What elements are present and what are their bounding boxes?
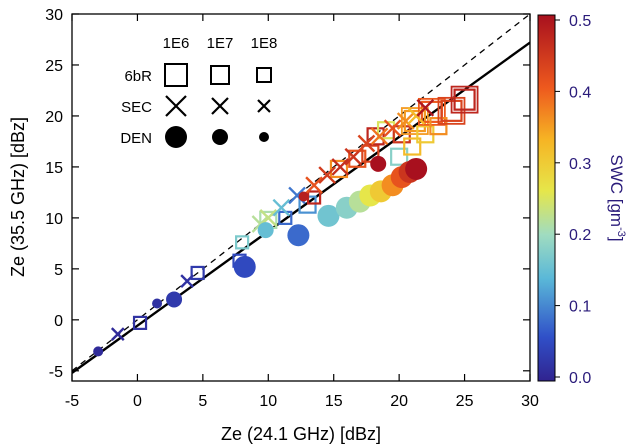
den-point <box>287 224 310 247</box>
6br-point <box>453 88 476 111</box>
colorbar-tick-label: 0.4 <box>569 84 591 101</box>
den-point <box>298 191 309 202</box>
plot-frame <box>71 13 531 382</box>
data-points <box>93 85 479 357</box>
den-point <box>405 157 428 180</box>
x-tick-label: 25 <box>456 393 474 410</box>
x-axis-label: Ze (24.1 GHz) [dBz] <box>221 424 381 444</box>
sec-point <box>180 274 195 288</box>
legend-column-label: 1E8 <box>251 35 278 52</box>
x-tick-label: -5 <box>65 393 79 410</box>
6br-point <box>190 265 205 281</box>
legend-circle-marker <box>165 126 187 148</box>
colorbar-tick-label: 0.0 <box>569 370 591 387</box>
den-point <box>233 255 256 278</box>
6br-point <box>132 315 148 330</box>
legend-row-label: DEN <box>120 130 152 147</box>
sec-point <box>318 166 337 184</box>
y-tick-label: 10 <box>45 211 63 228</box>
colorbar-label: SWC [gm-3] <box>607 154 627 241</box>
sec-point <box>416 98 435 117</box>
sec-point <box>396 112 415 130</box>
y-axis-label: Ze (35.5 GHz) [dBz] <box>8 117 28 277</box>
den-point <box>152 298 163 309</box>
y-tick-label: 30 <box>45 7 63 24</box>
y-tick-label: 25 <box>45 58 63 75</box>
colorbar-tick-label: 0.3 <box>569 156 591 173</box>
legend-x-marker <box>257 99 271 113</box>
colorbar-tick-label: 0.1 <box>569 299 591 316</box>
y-tick-label: 15 <box>45 160 63 177</box>
colorbar-label-close: ] <box>607 237 626 242</box>
6br-point <box>348 149 367 168</box>
legend-circle-marker <box>259 132 269 142</box>
6br-point <box>390 147 409 166</box>
legend-x-marker <box>165 95 187 117</box>
legend-column-label: 1E6 <box>163 35 190 52</box>
legend-row-label: 6bR <box>124 68 152 85</box>
sec-point <box>110 327 125 341</box>
6br-point <box>329 159 349 179</box>
legend-square-marker <box>164 63 188 87</box>
colorbar-label-superscript: -3 <box>615 227 627 237</box>
legend-row-label: SEC <box>121 99 152 116</box>
den-point <box>257 222 274 239</box>
y-tick-label: 5 <box>54 262 63 279</box>
sec-point <box>370 127 389 146</box>
y-tick-label: 0 <box>54 313 63 330</box>
colorbar-ticks: 0.0 0.1 0.2 0.3 0.4 0.5 <box>555 13 591 387</box>
legend-circle-marker <box>212 129 228 145</box>
x-tick-label: 20 <box>390 393 408 410</box>
6br-point <box>361 144 380 163</box>
sec-point <box>357 134 376 153</box>
y-tick-label: 20 <box>45 109 63 126</box>
den-point <box>93 346 104 357</box>
legend-square-marker <box>256 67 272 83</box>
colorbar-label-text: SWC [gm <box>607 154 626 227</box>
legend-square-marker <box>210 65 230 85</box>
colorbar <box>537 14 556 382</box>
legend-x-marker <box>211 97 229 115</box>
colorbar-tick-label: 0.5 <box>569 13 591 30</box>
x-tick-label: 0 <box>133 393 142 410</box>
sec-point <box>331 158 350 176</box>
sec-point <box>272 198 291 217</box>
x-tick-label: 30 <box>521 393 539 410</box>
y-tick-label: -5 <box>49 364 63 381</box>
legend: 1E6 1E7 1E8 6bR SEC DEN <box>120 35 277 148</box>
den-point <box>166 291 183 308</box>
sec-point <box>305 176 323 195</box>
legend-column-label: 1E7 <box>207 35 234 52</box>
x-tick-label: 5 <box>198 393 207 410</box>
x-tick-label: 10 <box>259 393 277 410</box>
6br-point <box>235 235 250 250</box>
6br-point <box>403 137 422 156</box>
x-tick-label: 15 <box>325 393 343 410</box>
den-point <box>370 155 387 172</box>
6br-point <box>366 127 385 146</box>
sec-point <box>383 119 402 138</box>
6br-point-outer <box>450 85 479 114</box>
axes: -5 0 5 10 15 20 25 30 -5 0 5 10 15 20 25 30 <box>45 7 539 410</box>
colorbar-tick-label: 0.2 <box>569 227 591 244</box>
den-point <box>317 204 340 227</box>
